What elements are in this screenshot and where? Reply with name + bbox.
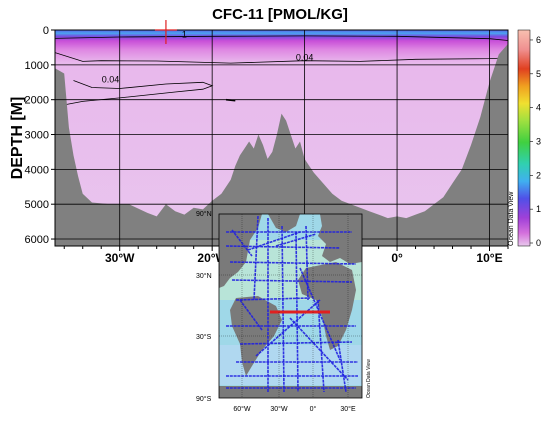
chart-title: CFC-11 [PMOL/KG] [212, 6, 348, 23]
inset-lat-label-90s: 90°S [196, 395, 212, 403]
cruise-track [275, 233, 317, 247]
inset-lon-label-30e: 30°E [340, 405, 356, 413]
inset-lat-label-30s: 30°S [196, 333, 212, 341]
y-tick-label: 0 [43, 25, 49, 37]
colorbar-tick-label: 3 [536, 136, 541, 146]
colorbar-tick-label: 4 [536, 103, 541, 113]
y-tick-label: 2000 [25, 95, 49, 107]
colorbar-watermark: Ocean Data View [508, 191, 515, 246]
colorbar-tick-label: 0 [536, 238, 541, 248]
station-marker [154, 20, 177, 44]
inset-map: 90°N 30°N 30°S 90°S 60°W 30°W 0° 30°E Oc… [196, 210, 372, 413]
contour-label: 0.04 [102, 74, 120, 84]
cruise-track [231, 279, 353, 283]
cruise-track [305, 225, 309, 301]
cruise-track [337, 339, 347, 393]
colorbar-gradient [517, 29, 531, 247]
cruise-track [299, 267, 341, 361]
y-tick-label: 5000 [25, 199, 49, 211]
cruise-track [229, 261, 357, 265]
seafloor-bathymetry [55, 43, 508, 246]
y-axis-label: DEPTH [M] [9, 97, 26, 180]
cruise-track [281, 225, 285, 393]
colorbar: 0 1 2 3 4 5 6 Ocean Data View [508, 29, 541, 248]
section-plot [55, 30, 508, 246]
y-tick-label: 1000 [25, 60, 49, 72]
inset-lat-label-90n: 90°N [196, 210, 212, 218]
inset-europe [318, 214, 362, 264]
colorbar-tick-label: 5 [536, 69, 541, 79]
inset-lat-label-30n: 30°N [196, 272, 212, 280]
cruise-track [239, 341, 353, 345]
cruise-track [255, 299, 321, 357]
x-tick-label: 10°E [476, 251, 502, 265]
cruise-track [289, 317, 349, 381]
contour-label: 1 [182, 30, 187, 40]
grid-lines [55, 30, 508, 246]
y-tick-label: 6000 [25, 234, 49, 246]
inset-ocean-band-south [219, 345, 362, 385]
colorbar-ticks: 0 1 2 3 4 5 6 [530, 35, 541, 248]
cruise-track [317, 299, 325, 393]
x-tick-label: 30°W [105, 251, 135, 265]
colorbar-tick-label: 6 [536, 35, 541, 45]
inset-cruise-tracks [225, 215, 358, 393]
inset-grid [219, 214, 362, 398]
contour-line [55, 52, 508, 64]
y-tick-label: 3000 [25, 130, 49, 142]
inset-africa [298, 262, 356, 350]
inset-lon-label-60w: 60°W [233, 405, 251, 413]
inset-map-frame [218, 213, 363, 399]
inset-greenland [268, 214, 300, 232]
y-tick-label: 4000 [25, 164, 49, 176]
cruise-track [235, 297, 311, 301]
inset-lon-label-30w: 30°W [270, 405, 288, 413]
colorbar-tick-label: 2 [536, 170, 541, 180]
cruise-track [239, 299, 263, 331]
contour-labels: 0.04 0.04 1 [102, 30, 314, 85]
colorbar-tick-label: 1 [536, 204, 541, 214]
inset-antarctica [219, 386, 362, 398]
y-axis-ticks: 0 1000 2000 3000 4000 5000 6000 [25, 25, 55, 246]
contour-label: 0.04 [296, 52, 314, 62]
x-tick-label: 0° [391, 251, 403, 265]
inset-lon-label-0: 0° [310, 405, 317, 413]
inset-watermark: Ocean Data View [366, 359, 372, 398]
cruise-track [247, 231, 301, 251]
cruise-track [253, 215, 259, 301]
